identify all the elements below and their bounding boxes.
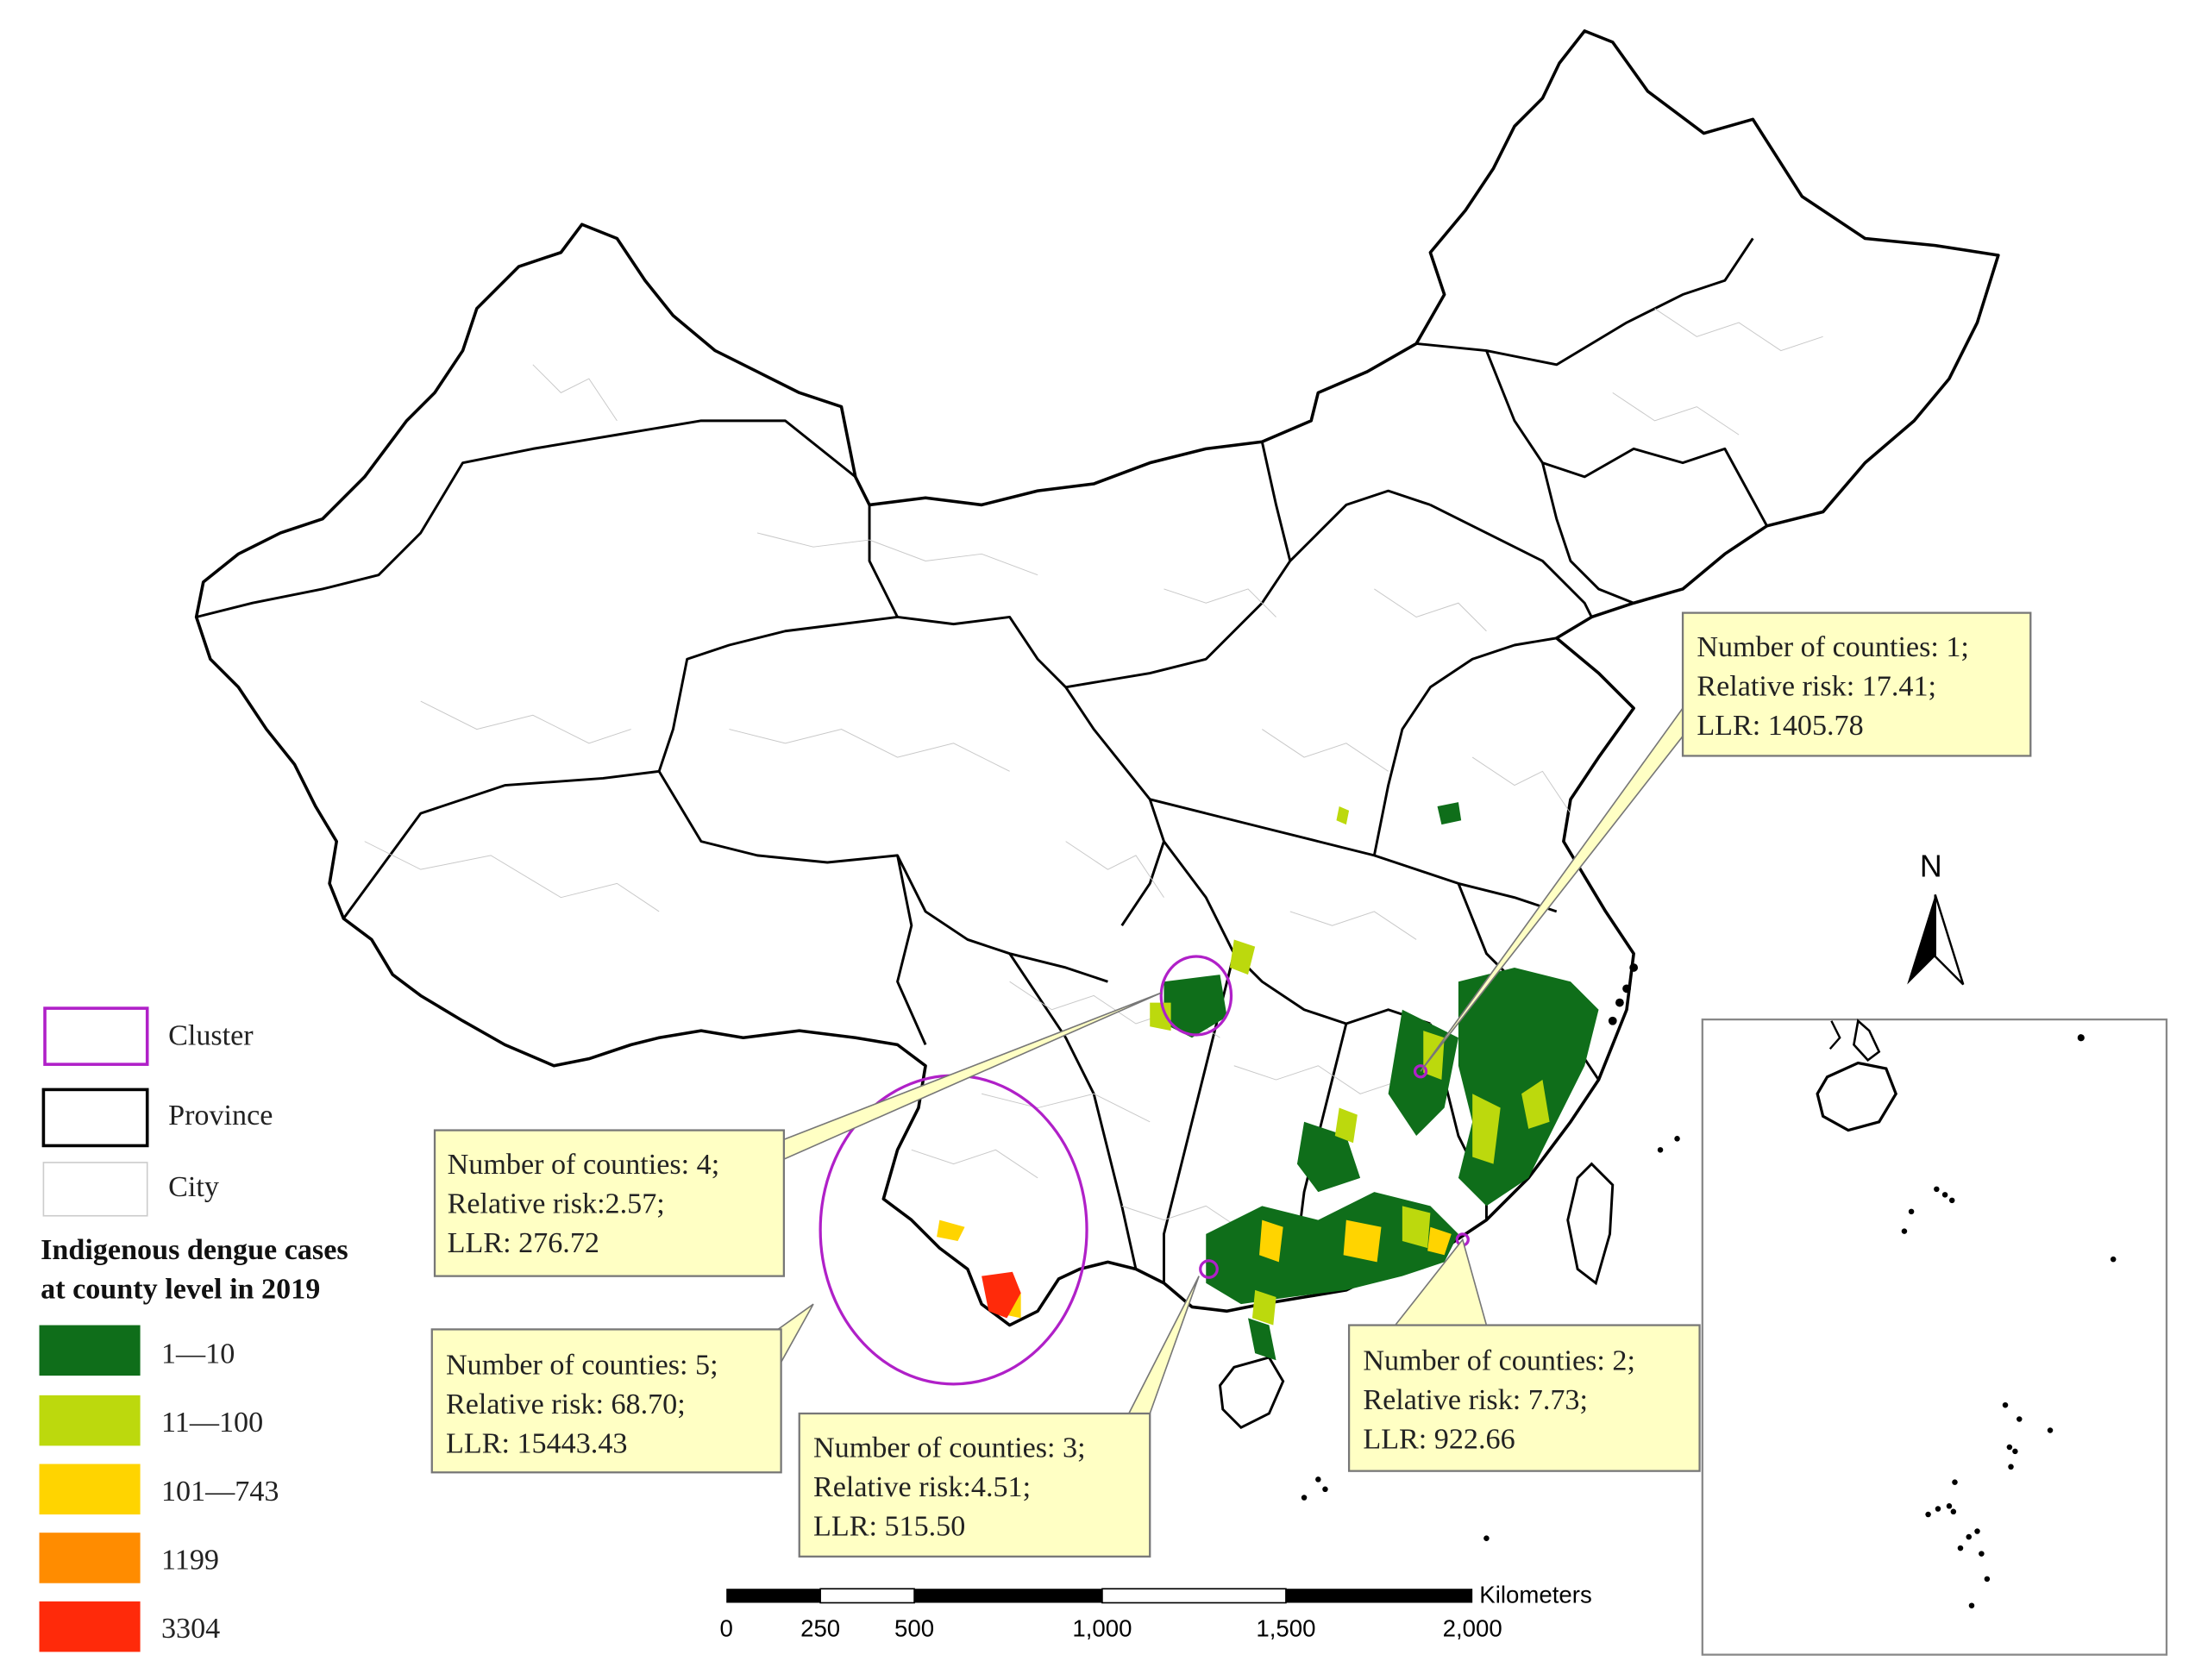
legend: Cluster Province City Indigenous dengue …: [39, 1006, 348, 1652]
legend-label-class-2: 11—100: [161, 1407, 263, 1439]
callout-c5-line2: Relative risk: 7.73;: [1363, 1384, 1588, 1416]
scale-tick-0: 0: [720, 1615, 733, 1642]
callout-c3-line1: Number of counties: 5;: [446, 1349, 718, 1381]
province-boundaries: [196, 237, 1768, 1283]
legend-swatch-class-3: [39, 1464, 141, 1515]
legend-label-city: City: [168, 1171, 219, 1203]
callout-c3-box: [430, 1328, 782, 1474]
legend-label-class-1: 1—10: [161, 1338, 235, 1370]
legend-label-class-3: 101—743: [161, 1476, 279, 1508]
hainan-island: [1218, 1356, 1285, 1430]
callout-c5-line1: Number of counties: 2;: [1363, 1345, 1635, 1377]
legend-title-line1: Indigenous dengue cases: [41, 1234, 348, 1266]
scale-tick-3: 1,000: [1072, 1615, 1132, 1642]
north-arrow-left-half: [1907, 894, 1935, 985]
callout-c2: Number of counties: 4; Relative risk:2.5…: [433, 992, 1162, 1277]
coastal-islands: [1301, 963, 1680, 1541]
scale-tick-5: 2,000: [1443, 1615, 1502, 1642]
legend-label-cluster: Cluster: [168, 1019, 254, 1051]
dengue-counties: [937, 802, 1599, 1361]
legend-swatch-cluster: [43, 1006, 149, 1066]
inset-coastline: [1828, 1020, 1841, 1050]
legend-label-province: Province: [168, 1100, 273, 1131]
callout-c4: Number of counties: 3; Relative risk:4.5…: [798, 1276, 1200, 1558]
legend-label-class-5: 3304: [161, 1613, 220, 1645]
inset-frame: [1701, 1018, 2168, 1656]
callout-c5: Number of counties: 2; Relative risk: 7.…: [1347, 1238, 1701, 1472]
callout-c5-box: [1347, 1324, 1701, 1472]
north-label: N: [1920, 849, 1942, 883]
scale-tick-4: 1,500: [1256, 1615, 1315, 1642]
scale-bar: Kilometers 0 250 500 1,000 1,500 2,000: [720, 1581, 1592, 1641]
scale-tick-2: 500: [894, 1615, 934, 1642]
scale-seg-2: [819, 1588, 915, 1604]
scale-unit: Kilometers: [1479, 1581, 1591, 1608]
callout-c1: Number of counties: 1; Relative risk: 17…: [1420, 611, 2032, 1072]
callout-c1-box: [1681, 611, 2032, 757]
callout-c1-line2: Relative risk: 17.41;: [1697, 671, 1936, 703]
scale-seg-1: [726, 1589, 821, 1603]
scale-seg-3: [914, 1589, 1102, 1603]
cluster-circle-chongqing: [1159, 955, 1233, 1037]
legend-swatch-class-2: [39, 1395, 141, 1446]
legend-swatch-class-1: [39, 1325, 141, 1376]
callout-c1-line1: Number of counties: 1;: [1697, 631, 1969, 663]
legend-label-class-4: 1199: [161, 1544, 219, 1576]
callout-c4-leader: [1127, 1276, 1200, 1414]
scale-seg-4: [1101, 1588, 1287, 1604]
legend-title-line2: at county level in 2019: [41, 1274, 320, 1306]
callout-c2-box: [433, 1129, 786, 1277]
scale-seg-5: [1285, 1589, 1473, 1603]
north-arrow: N: [1907, 849, 1965, 986]
callout-c2-line2: Relative risk:2.57;: [448, 1188, 665, 1219]
scale-tick-1: 250: [800, 1615, 840, 1642]
callout-c2-line1: Number of counties: 4;: [448, 1149, 720, 1181]
inset-leizhou: [1853, 1019, 1881, 1063]
callout-c3-line3: LLR: 15443.43: [446, 1428, 627, 1460]
inset-hainan: [1816, 1061, 1897, 1132]
callout-c1-line3: LLR: 1405.78: [1697, 710, 1863, 742]
callout-c4-line3: LLR: 515.50: [813, 1510, 965, 1542]
legend-swatch-class-5: [39, 1601, 141, 1652]
taiwan-island: [1566, 1162, 1615, 1286]
north-arrow-right-half: [1934, 894, 1965, 986]
china-map: [194, 29, 2000, 1541]
callout-c2-line3: LLR: 276.72: [448, 1227, 599, 1259]
callout-c5-line3: LLR: 922.66: [1363, 1424, 1515, 1456]
cluster-circle-fujian: [1413, 1064, 1428, 1079]
legend-swatch-class-4: [39, 1533, 141, 1583]
callout-c4-box: [798, 1412, 1151, 1558]
callout-c4-line2: Relative risk:4.51;: [813, 1471, 1031, 1503]
cluster-circle-guangxi: [1199, 1259, 1219, 1279]
inset-islands: [1901, 1034, 2117, 1608]
callout-c3-line2: Relative risk: 68.70;: [446, 1389, 686, 1420]
callout-c3: Number of counties: 5; Relative risk: 68…: [430, 1303, 814, 1474]
legend-swatch-city: [42, 1162, 148, 1217]
legend-swatch-province: [41, 1088, 149, 1148]
south-china-sea-inset: [1701, 1018, 2168, 1656]
callout-c4-line1: Number of counties: 3;: [813, 1432, 1086, 1464]
city-boundaries: [364, 308, 1823, 1235]
